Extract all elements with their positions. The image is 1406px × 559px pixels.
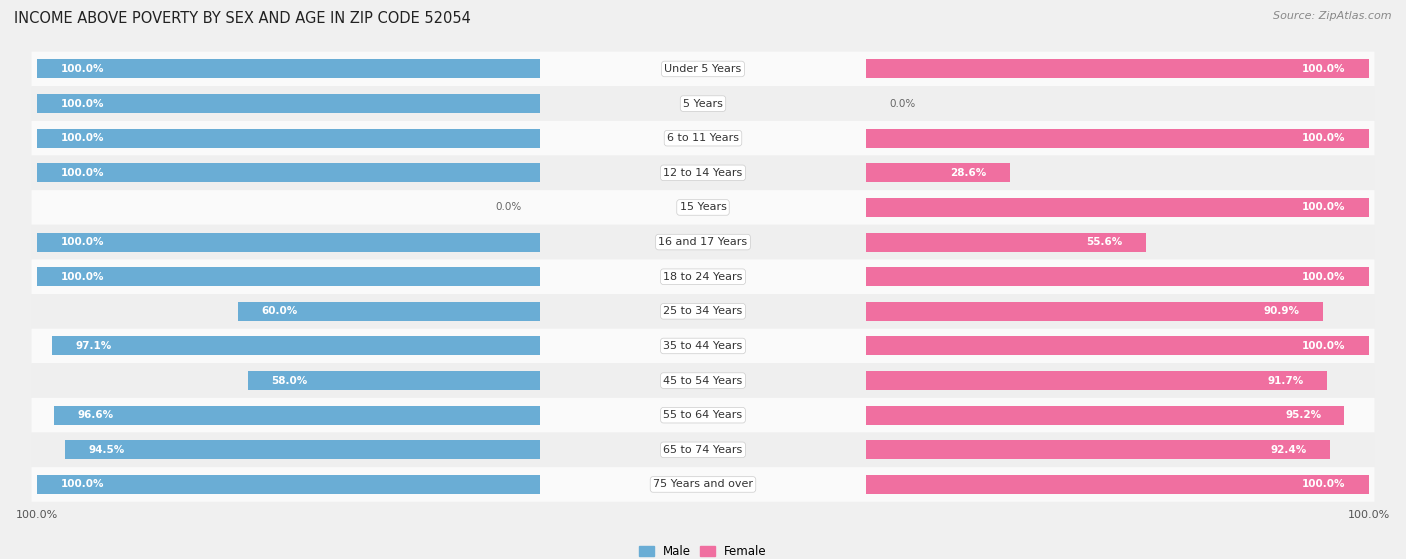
Text: 95.2%: 95.2% — [1285, 410, 1322, 420]
Text: 92.4%: 92.4% — [1271, 445, 1308, 455]
Bar — [249, 371, 540, 390]
Bar — [38, 475, 540, 494]
Bar — [866, 337, 1368, 356]
Legend: Male, Female: Male, Female — [634, 541, 772, 559]
Text: 94.5%: 94.5% — [89, 445, 125, 455]
Bar — [38, 129, 540, 148]
Bar — [866, 163, 1010, 182]
Text: Source: ZipAtlas.com: Source: ZipAtlas.com — [1274, 11, 1392, 21]
Text: INCOME ABOVE POVERTY BY SEX AND AGE IN ZIP CODE 52054: INCOME ABOVE POVERTY BY SEX AND AGE IN Z… — [14, 11, 471, 26]
Text: 100.0%: 100.0% — [1302, 133, 1346, 143]
Text: 18 to 24 Years: 18 to 24 Years — [664, 272, 742, 282]
Bar — [866, 129, 1368, 148]
Text: 35 to 44 Years: 35 to 44 Years — [664, 341, 742, 351]
Bar — [866, 475, 1368, 494]
FancyBboxPatch shape — [31, 329, 1375, 363]
Bar — [866, 440, 1330, 459]
Text: 90.9%: 90.9% — [1264, 306, 1299, 316]
Text: 75 Years and over: 75 Years and over — [652, 480, 754, 490]
FancyBboxPatch shape — [31, 155, 1375, 190]
Text: Under 5 Years: Under 5 Years — [665, 64, 741, 74]
Bar — [52, 337, 540, 356]
FancyBboxPatch shape — [31, 259, 1375, 294]
Bar — [866, 302, 1323, 321]
FancyBboxPatch shape — [31, 51, 1375, 86]
Bar — [866, 371, 1327, 390]
Bar — [866, 59, 1368, 78]
Text: 58.0%: 58.0% — [271, 376, 308, 386]
Text: 16 and 17 Years: 16 and 17 Years — [658, 237, 748, 247]
Bar — [866, 233, 1146, 252]
FancyBboxPatch shape — [31, 86, 1375, 121]
Text: 100.0%: 100.0% — [60, 480, 104, 490]
Text: 100.0%: 100.0% — [60, 237, 104, 247]
Bar — [38, 59, 540, 78]
Text: 100.0%: 100.0% — [1302, 272, 1346, 282]
FancyBboxPatch shape — [31, 467, 1375, 502]
Text: 97.1%: 97.1% — [76, 341, 111, 351]
FancyBboxPatch shape — [31, 433, 1375, 467]
Text: 100.0%: 100.0% — [17, 510, 59, 520]
Bar — [866, 267, 1368, 286]
Bar — [38, 163, 540, 182]
Text: 25 to 34 Years: 25 to 34 Years — [664, 306, 742, 316]
Text: 100.0%: 100.0% — [60, 168, 104, 178]
FancyBboxPatch shape — [31, 190, 1375, 225]
Text: 6 to 11 Years: 6 to 11 Years — [666, 133, 740, 143]
Text: 100.0%: 100.0% — [60, 272, 104, 282]
Text: 15 Years: 15 Years — [679, 202, 727, 212]
Text: 91.7%: 91.7% — [1267, 376, 1303, 386]
Text: 5 Years: 5 Years — [683, 98, 723, 108]
Bar — [38, 94, 540, 113]
Text: 65 to 74 Years: 65 to 74 Years — [664, 445, 742, 455]
Text: 0.0%: 0.0% — [890, 98, 917, 108]
Text: 100.0%: 100.0% — [1302, 64, 1346, 74]
Text: 100.0%: 100.0% — [1302, 341, 1346, 351]
Text: 100.0%: 100.0% — [1302, 202, 1346, 212]
Bar — [238, 302, 540, 321]
Bar — [866, 406, 1344, 425]
FancyBboxPatch shape — [31, 398, 1375, 433]
Text: 55 to 64 Years: 55 to 64 Years — [664, 410, 742, 420]
FancyBboxPatch shape — [31, 121, 1375, 155]
Text: 100.0%: 100.0% — [1302, 480, 1346, 490]
Text: 28.6%: 28.6% — [950, 168, 987, 178]
Bar — [38, 267, 540, 286]
Bar — [65, 440, 540, 459]
Text: 55.6%: 55.6% — [1085, 237, 1122, 247]
Text: 45 to 54 Years: 45 to 54 Years — [664, 376, 742, 386]
Bar — [866, 198, 1368, 217]
Text: 100.0%: 100.0% — [1347, 510, 1389, 520]
Text: 100.0%: 100.0% — [60, 64, 104, 74]
Text: 100.0%: 100.0% — [60, 98, 104, 108]
Text: 12 to 14 Years: 12 to 14 Years — [664, 168, 742, 178]
FancyBboxPatch shape — [31, 363, 1375, 398]
Bar — [38, 233, 540, 252]
Text: 0.0%: 0.0% — [496, 202, 522, 212]
Text: 100.0%: 100.0% — [60, 133, 104, 143]
FancyBboxPatch shape — [31, 225, 1375, 259]
Bar — [55, 406, 540, 425]
Text: 60.0%: 60.0% — [262, 306, 298, 316]
FancyBboxPatch shape — [31, 294, 1375, 329]
Text: 96.6%: 96.6% — [77, 410, 114, 420]
